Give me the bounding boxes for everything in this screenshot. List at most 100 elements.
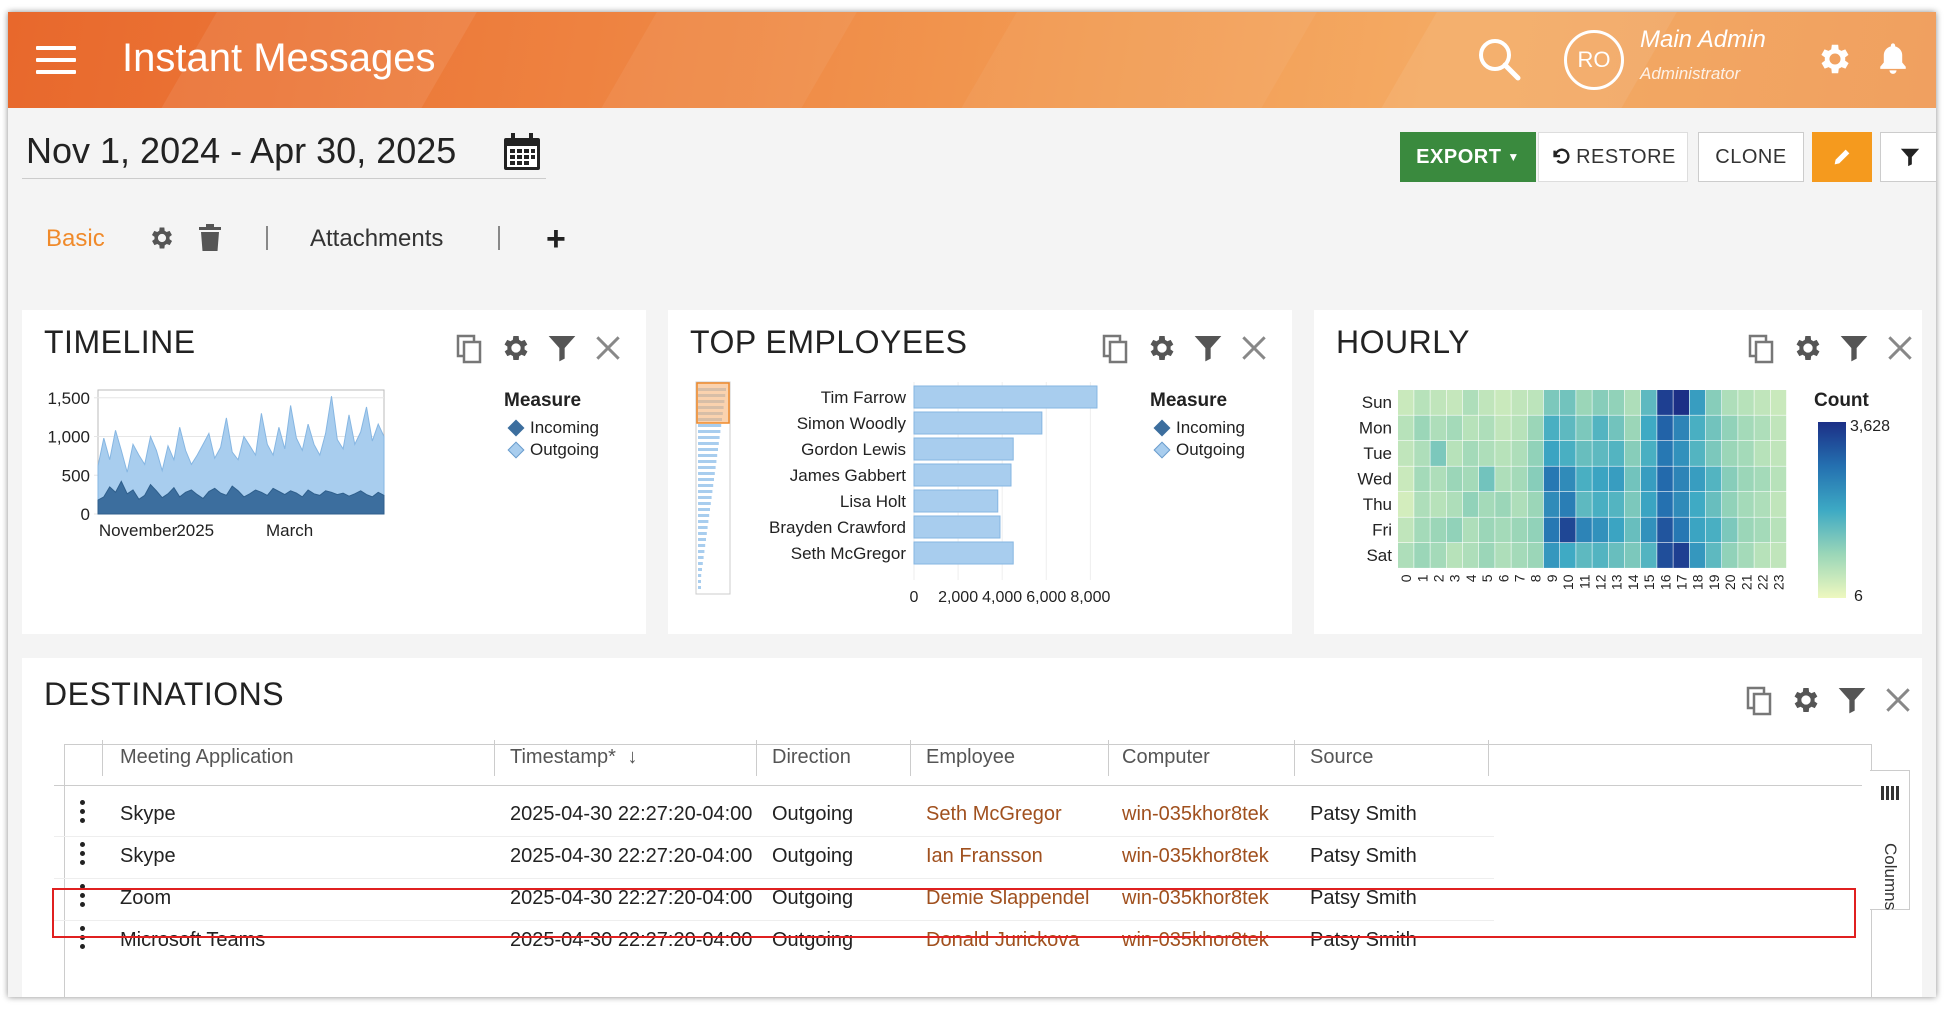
cell-employee[interactable]: Demie Slappendel [926, 887, 1090, 909]
heatmap-cell[interactable] [1462, 492, 1479, 517]
heatmap-cell[interactable] [1770, 543, 1787, 568]
row-actions-kebab-icon[interactable] [80, 926, 88, 952]
heatmap-cell[interactable] [1592, 543, 1608, 568]
heatmap-cell[interactable] [1511, 390, 1527, 415]
heatmap-cell[interactable] [1770, 492, 1787, 517]
heatmap-cell[interactable] [1641, 441, 1657, 466]
heatmap-cell[interactable] [1479, 415, 1495, 441]
heatmap-cell[interactable] [1479, 466, 1495, 492]
heatmap-cell[interactable] [1608, 441, 1625, 466]
gear-icon[interactable] [500, 332, 532, 364]
heatmap-cell[interactable] [1689, 517, 1706, 543]
edit-button[interactable] [1812, 132, 1872, 182]
heatmap-cell[interactable] [1624, 415, 1641, 441]
heatmap-cell[interactable] [1738, 441, 1754, 466]
heatmap-cell[interactable] [1689, 466, 1706, 492]
heatmap-cell[interactable] [1624, 390, 1641, 415]
filter-icon[interactable] [1192, 332, 1224, 364]
heatmap-cell[interactable] [1495, 415, 1511, 441]
close-icon[interactable] [1882, 684, 1914, 716]
heatmap-cell[interactable] [1414, 543, 1430, 568]
heatmap-cell[interactable] [1414, 390, 1430, 415]
filter-icon[interactable] [1836, 684, 1868, 716]
heatmap-cell[interactable] [1414, 517, 1430, 543]
heatmap-cell[interactable] [1527, 492, 1544, 517]
heatmap-cell[interactable] [1592, 415, 1608, 441]
heatmap-cell[interactable] [1722, 543, 1738, 568]
heatmap-cell[interactable] [1446, 441, 1463, 466]
heatmap-cell[interactable] [1754, 466, 1770, 492]
heatmap-cell[interactable] [1657, 492, 1673, 517]
heatmap-cell[interactable] [1527, 415, 1544, 441]
heatmap-cell[interactable] [1657, 543, 1673, 568]
heatmap-cell[interactable] [1641, 390, 1657, 415]
gear-icon[interactable] [1146, 332, 1178, 364]
heatmap-cell[interactable] [1527, 543, 1544, 568]
heatmap-cell[interactable] [1560, 492, 1576, 517]
heatmap-cell[interactable] [1560, 441, 1576, 466]
user-name[interactable]: Main Admin [1640, 26, 1766, 53]
search-icon[interactable] [1476, 36, 1522, 82]
heatmap-cell[interactable] [1608, 517, 1625, 543]
heatmap-cell[interactable] [1462, 517, 1479, 543]
table-row[interactable]: Skype 2025-04-30 22:27:20-04:00 Outgoing Ia… [54, 830, 1862, 882]
sort-descending-icon[interactable]: ↓ [627, 746, 638, 768]
heatmap-cell[interactable] [1689, 415, 1706, 441]
heatmap-cell[interactable] [1770, 517, 1787, 543]
close-icon[interactable] [1238, 332, 1270, 364]
heatmap-cell[interactable] [1624, 543, 1641, 568]
top-employees-bar[interactable] [913, 385, 1098, 409]
heatmap-cell[interactable] [1430, 543, 1446, 568]
heatmap-cell[interactable] [1479, 390, 1495, 415]
heatmap-cell[interactable] [1641, 492, 1657, 517]
heatmap-cell[interactable] [1705, 492, 1722, 517]
heatmap-cell[interactable] [1398, 543, 1414, 568]
heatmap-cell[interactable] [1495, 466, 1511, 492]
top-employees-bar[interactable] [913, 541, 1014, 565]
table-row[interactable]: Skype 2025-04-30 22:27:20-04:00 Outgoing Se… [54, 788, 1862, 840]
heatmap-cell[interactable] [1414, 415, 1430, 441]
heatmap-cell[interactable] [1722, 415, 1738, 441]
heatmap-cell[interactable] [1576, 390, 1592, 415]
heatmap-cell[interactable] [1543, 415, 1560, 441]
heatmap-cell[interactable] [1527, 517, 1544, 543]
cell-employee[interactable]: Ian Fransson [926, 845, 1043, 867]
filter-icon[interactable] [546, 332, 578, 364]
heatmap-cell[interactable] [1495, 517, 1511, 543]
heatmap-cell[interactable] [1446, 517, 1463, 543]
heatmap-cell[interactable] [1543, 441, 1560, 466]
heatmap-cell[interactable] [1446, 466, 1463, 492]
tab-basic[interactable]: Basic [46, 225, 105, 252]
heatmap-cell[interactable] [1673, 466, 1689, 492]
heatmap-cell[interactable] [1754, 415, 1770, 441]
heatmap-cell[interactable] [1414, 492, 1430, 517]
tab-attachments[interactable]: Attachments [310, 225, 444, 252]
heatmap-cell[interactable] [1673, 441, 1689, 466]
heatmap-cell[interactable] [1657, 390, 1673, 415]
heatmap-cell[interactable] [1705, 517, 1722, 543]
filter-button[interactable] [1880, 132, 1936, 182]
heatmap-cell[interactable] [1673, 415, 1689, 441]
header-employee[interactable]: Employee [926, 746, 1015, 768]
heatmap-cell[interactable] [1560, 390, 1576, 415]
heatmap-cell[interactable] [1641, 415, 1657, 441]
heatmap-cell[interactable] [1657, 466, 1673, 492]
heatmap-cell[interactable] [1722, 492, 1738, 517]
heatmap-cell[interactable] [1576, 415, 1592, 441]
heatmap-cell[interactable] [1608, 492, 1625, 517]
heatmap-cell[interactable] [1624, 466, 1641, 492]
heatmap-cell[interactable] [1608, 543, 1625, 568]
heatmap-cell[interactable] [1462, 390, 1479, 415]
heatmap-cell[interactable] [1624, 517, 1641, 543]
heatmap-cell[interactable] [1527, 466, 1544, 492]
heatmap-cell[interactable] [1689, 543, 1706, 568]
heatmap-cell[interactable] [1705, 415, 1722, 441]
heatmap-cell[interactable] [1722, 390, 1738, 415]
heatmap-cell[interactable] [1592, 390, 1608, 415]
heatmap-cell[interactable] [1398, 390, 1414, 415]
calendar-icon[interactable] [502, 132, 542, 172]
heatmap-cell[interactable] [1398, 517, 1414, 543]
heatmap-cell[interactable] [1576, 517, 1592, 543]
restore-button[interactable]: RESTORE [1538, 132, 1688, 182]
heatmap-cell[interactable] [1511, 415, 1527, 441]
